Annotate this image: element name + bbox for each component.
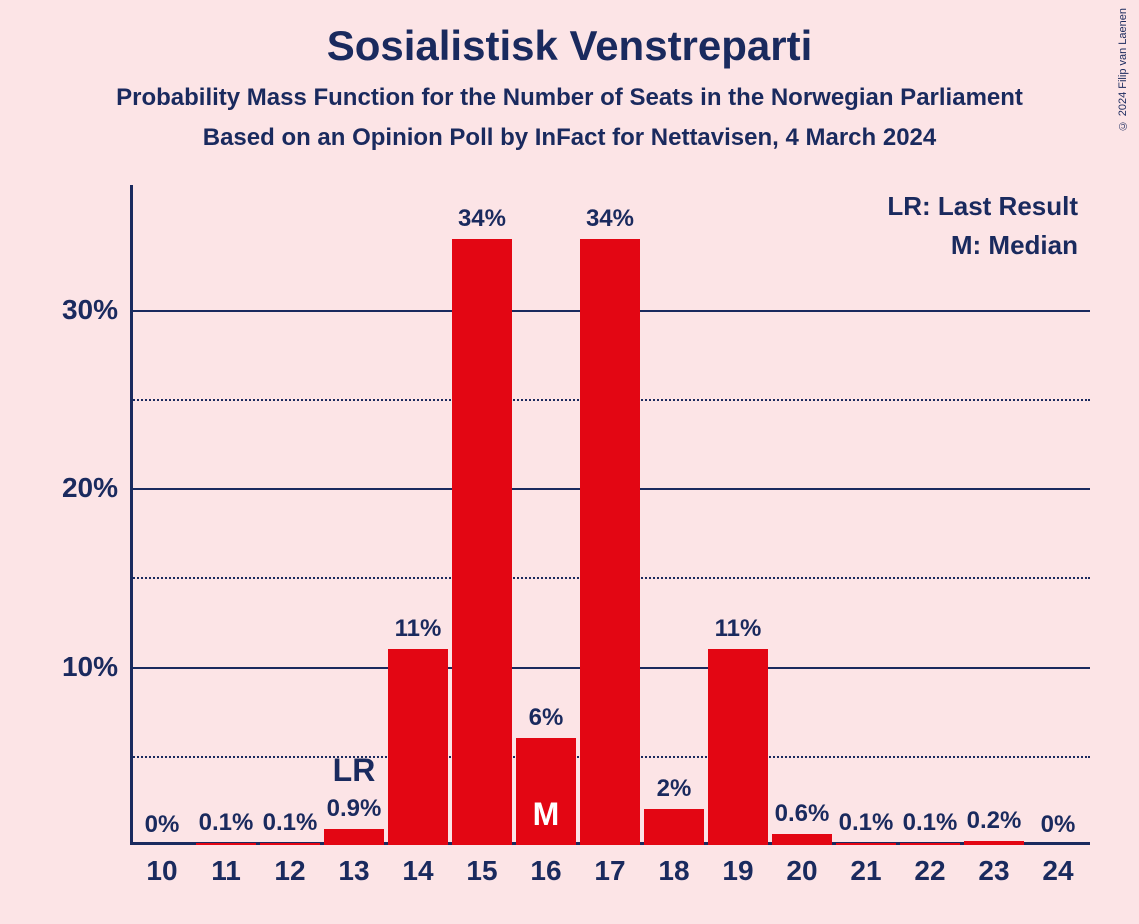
bar-value-label: 0%: [145, 811, 180, 839]
x-tick-label: 17: [594, 855, 625, 887]
last-result-annotation: LR: [333, 752, 376, 789]
y-tick-label: 30%: [62, 294, 118, 326]
x-tick-label: 23: [978, 855, 1009, 887]
x-tick-label: 16: [530, 855, 561, 887]
bar: 0.1%: [836, 843, 896, 845]
chart-subtitle-1: Probability Mass Function for the Number…: [0, 84, 1139, 112]
plot-area: LR: Last Result M: Median 10%20%30%0%100…: [130, 185, 1090, 845]
bar-value-label: 0.1%: [199, 809, 254, 837]
y-tick-label: 10%: [62, 651, 118, 683]
bar: 0.1%: [196, 843, 256, 845]
bar: 11%: [388, 649, 448, 845]
bar: 6%M: [516, 738, 576, 845]
x-tick-label: 12: [274, 855, 305, 887]
x-tick-label: 21: [850, 855, 881, 887]
bar: 2%: [644, 809, 704, 845]
chart-title: Sosialistisk Venstreparti: [0, 0, 1139, 70]
x-tick-label: 22: [914, 855, 945, 887]
y-axis: [130, 185, 133, 845]
x-tick-label: 20: [786, 855, 817, 887]
bar: 0.6%: [772, 834, 832, 845]
bar-value-label: 0.9%: [327, 795, 382, 823]
legend-median: M: Median: [887, 230, 1078, 261]
legend: LR: Last Result M: Median: [887, 191, 1078, 269]
chart-subtitle-2: Based on an Opinion Poll by InFact for N…: [0, 124, 1139, 152]
bar: 34%: [452, 239, 512, 845]
bar-value-label: 34%: [458, 205, 506, 233]
bar: 0.1%: [900, 843, 960, 845]
bar-value-label: 0.6%: [775, 800, 830, 828]
bar-value-label: 11%: [715, 615, 762, 643]
bar-value-label: 34%: [586, 205, 634, 233]
x-tick-label: 15: [466, 855, 497, 887]
bar-value-label: 2%: [657, 775, 692, 803]
y-tick-label: 20%: [62, 472, 118, 504]
x-tick-label: 18: [658, 855, 689, 887]
bar: 0.9%: [324, 829, 384, 845]
bar-value-label: 11%: [395, 615, 442, 643]
bar-value-label: 0.1%: [903, 809, 958, 837]
median-annotation: M: [533, 796, 560, 833]
x-tick-label: 19: [722, 855, 753, 887]
bar-value-label: 0%: [1041, 811, 1076, 839]
bar-value-label: 0.2%: [967, 807, 1022, 835]
x-tick-label: 13: [338, 855, 369, 887]
x-tick-label: 14: [402, 855, 433, 887]
x-tick-label: 11: [211, 855, 241, 887]
bar: 0.2%: [964, 841, 1024, 845]
legend-lr: LR: Last Result: [887, 191, 1078, 222]
bar-value-label: 0.1%: [839, 809, 894, 837]
bar: 34%: [580, 239, 640, 845]
copyright-text: © 2024 Filip van Laenen: [1117, 8, 1129, 131]
x-tick-label: 10: [146, 855, 177, 887]
bar-value-label: 6%: [529, 704, 564, 732]
x-tick-label: 24: [1042, 855, 1073, 887]
chart-container: LR: Last Result M: Median 10% 20% 30% 0% 10 0…: [50, 185, 1110, 905]
bar: 0.1%: [260, 843, 320, 845]
bar: 11%: [708, 649, 768, 845]
bar-value-label: 0.1%: [263, 809, 318, 837]
